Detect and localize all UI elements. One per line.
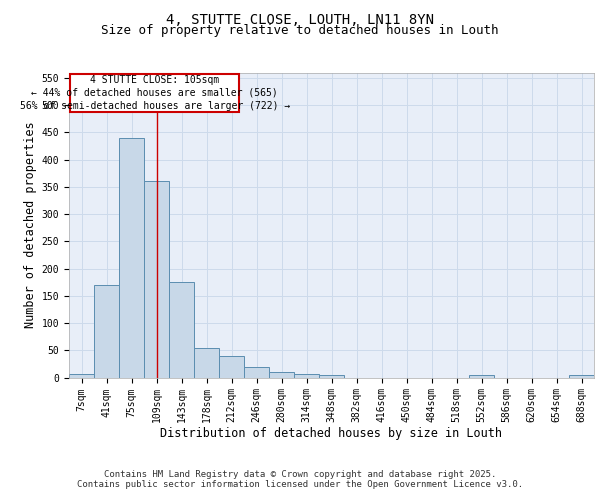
Bar [119,138,144,378]
Bar [194,348,219,378]
Bar [144,182,169,378]
Y-axis label: Number of detached properties: Number of detached properties [25,122,37,328]
Bar [294,374,319,378]
Bar [219,356,244,378]
Text: Size of property relative to detached houses in Louth: Size of property relative to detached ho… [101,24,499,37]
Text: 4 STUTTE CLOSE: 105sqm
← 44% of detached houses are smaller (565)
56% of semi-de: 4 STUTTE CLOSE: 105sqm ← 44% of detached… [19,74,290,111]
Text: Contains HM Land Registry data © Crown copyright and database right 2025.
Contai: Contains HM Land Registry data © Crown c… [77,470,523,489]
Bar [169,282,194,378]
Bar [69,374,94,378]
Bar [70,74,239,112]
Bar [319,375,344,378]
X-axis label: Distribution of detached houses by size in Louth: Distribution of detached houses by size … [161,426,503,440]
Bar [244,366,269,378]
Bar [269,372,294,378]
Text: 4, STUTTE CLOSE, LOUTH, LN11 8YN: 4, STUTTE CLOSE, LOUTH, LN11 8YN [166,12,434,26]
Bar [569,375,594,378]
Bar [469,375,494,378]
Bar [94,285,119,378]
